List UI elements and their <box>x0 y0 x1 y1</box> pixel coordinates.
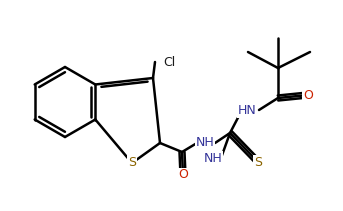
Text: HN: HN <box>238 104 256 116</box>
Text: S: S <box>254 156 262 169</box>
Text: NH: NH <box>204 151 222 165</box>
Text: NH: NH <box>196 137 214 150</box>
Text: O: O <box>178 169 188 181</box>
Text: Cl: Cl <box>163 55 175 69</box>
Text: O: O <box>303 88 313 101</box>
Text: S: S <box>128 157 136 169</box>
